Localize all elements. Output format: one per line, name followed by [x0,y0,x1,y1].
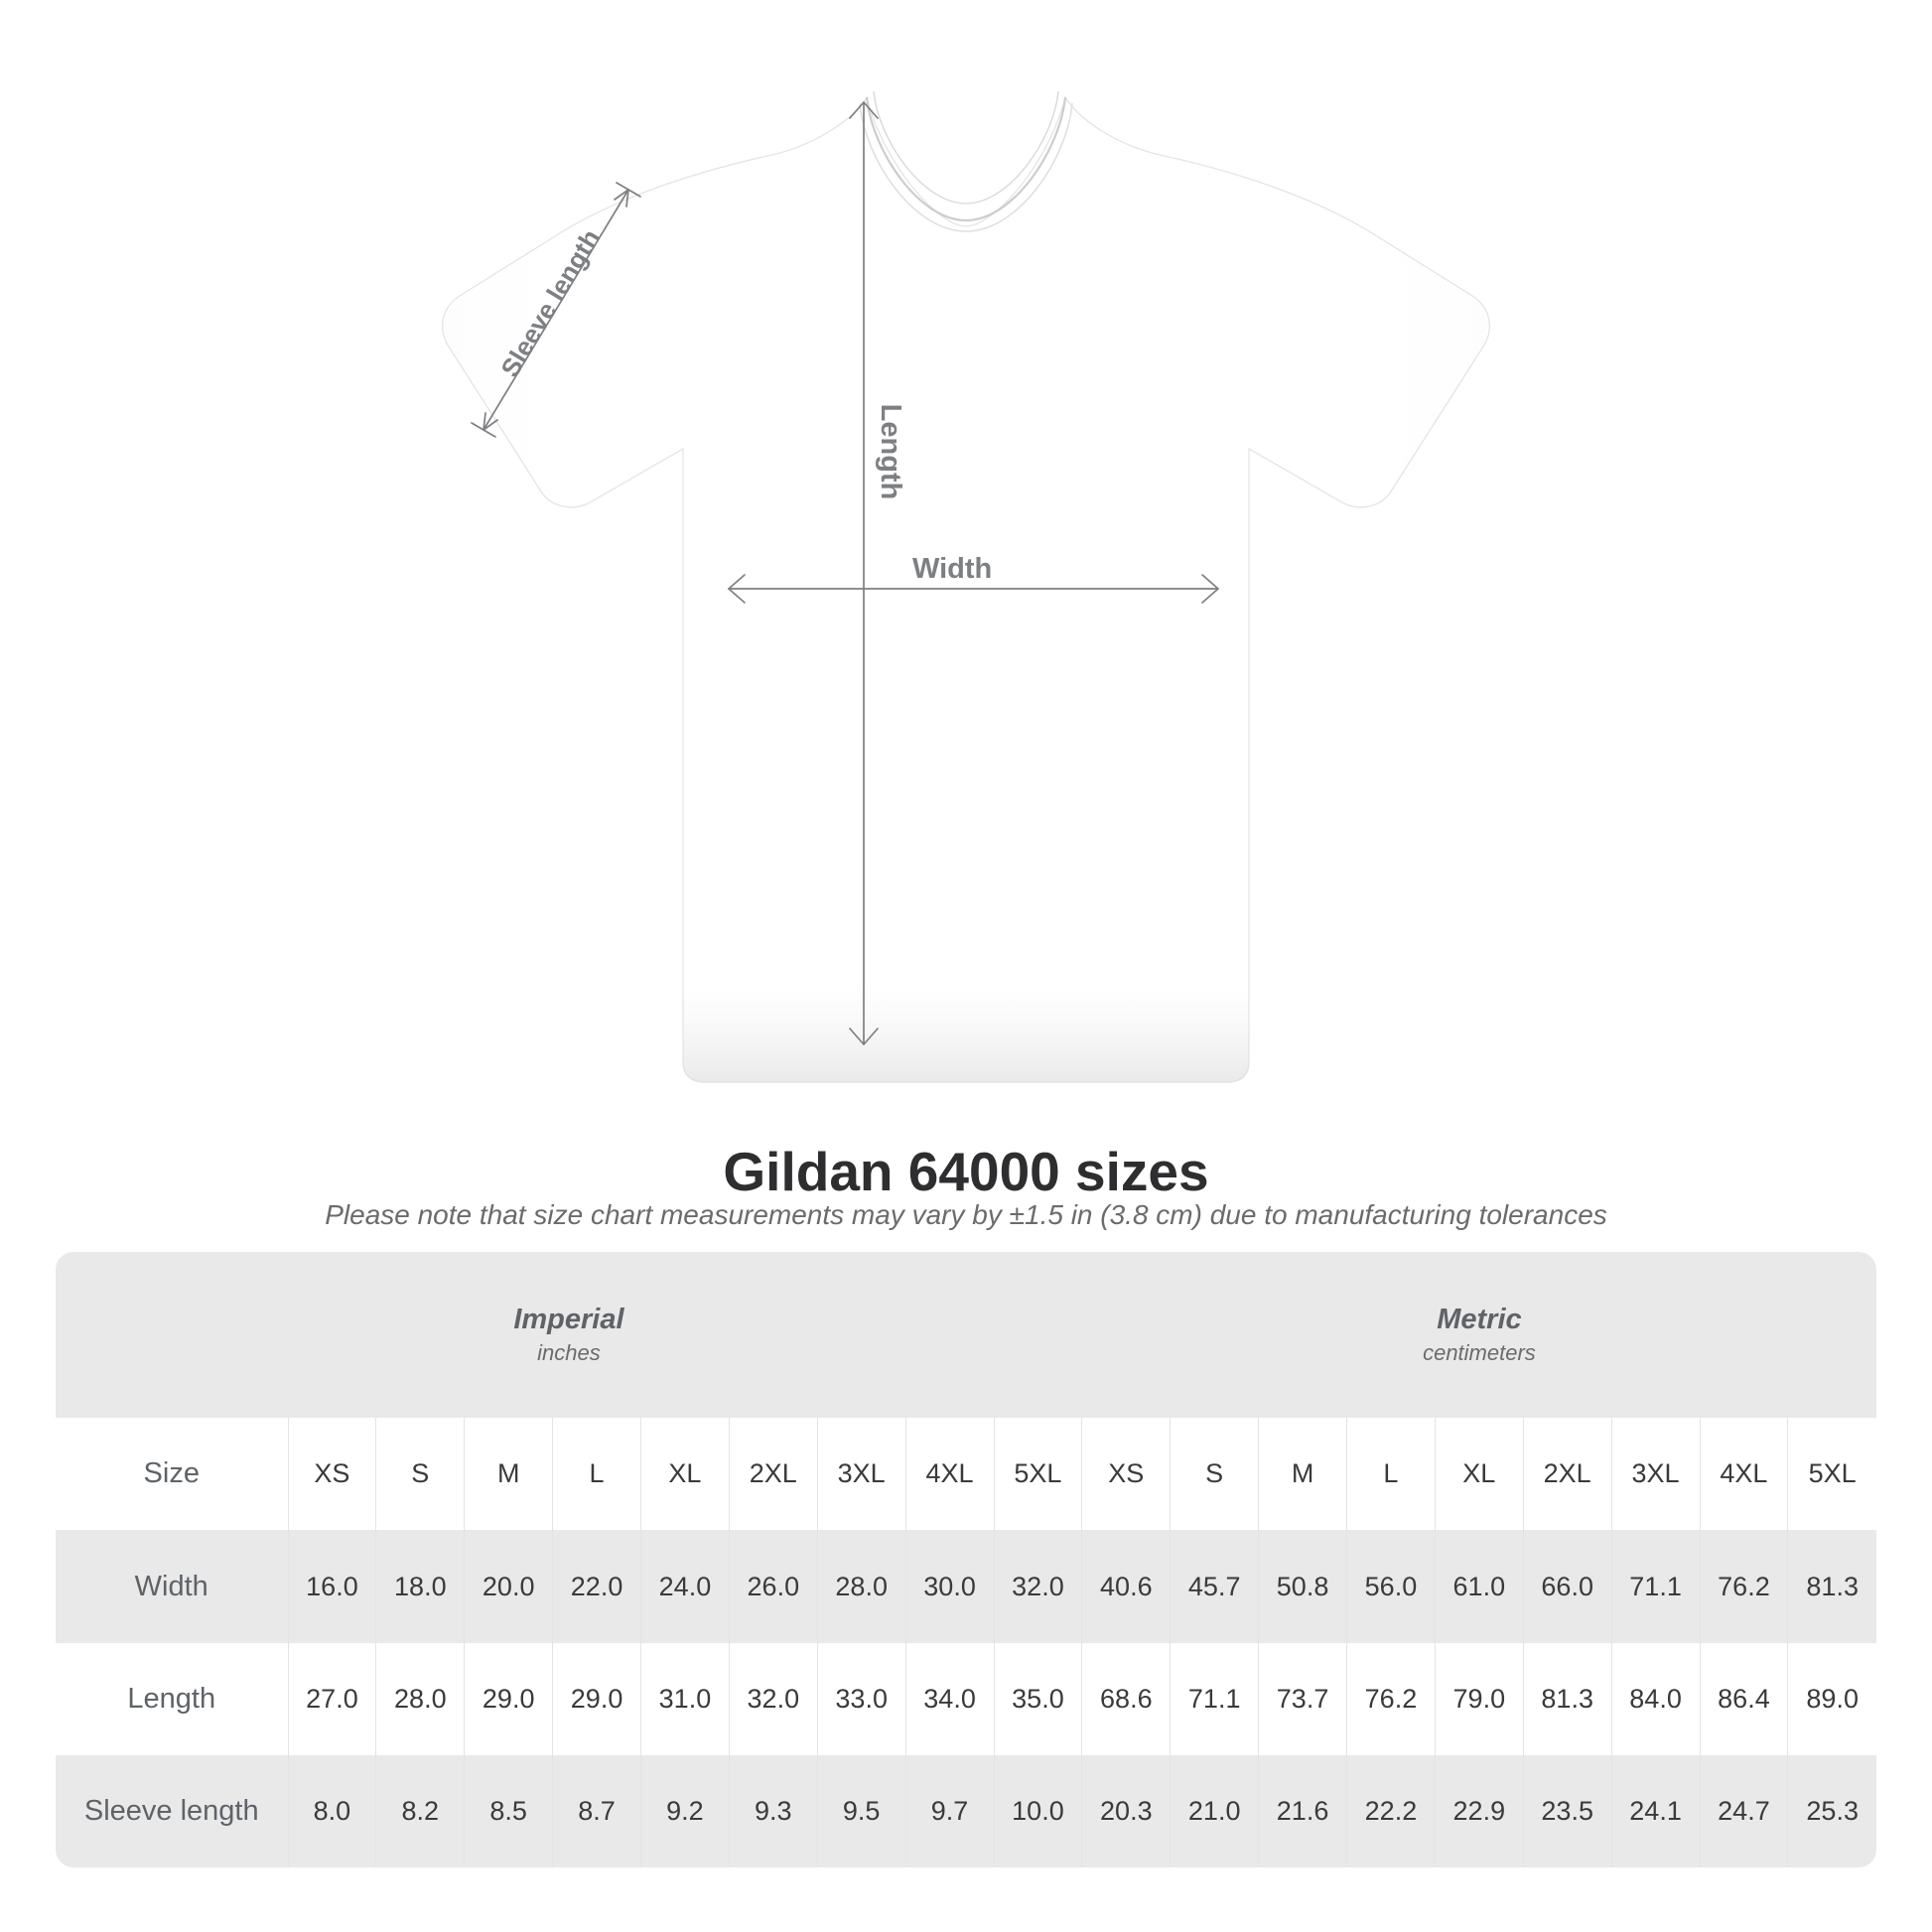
svg-text:Width: Width [912,553,992,585]
svg-text:Length: Length [875,404,906,500]
